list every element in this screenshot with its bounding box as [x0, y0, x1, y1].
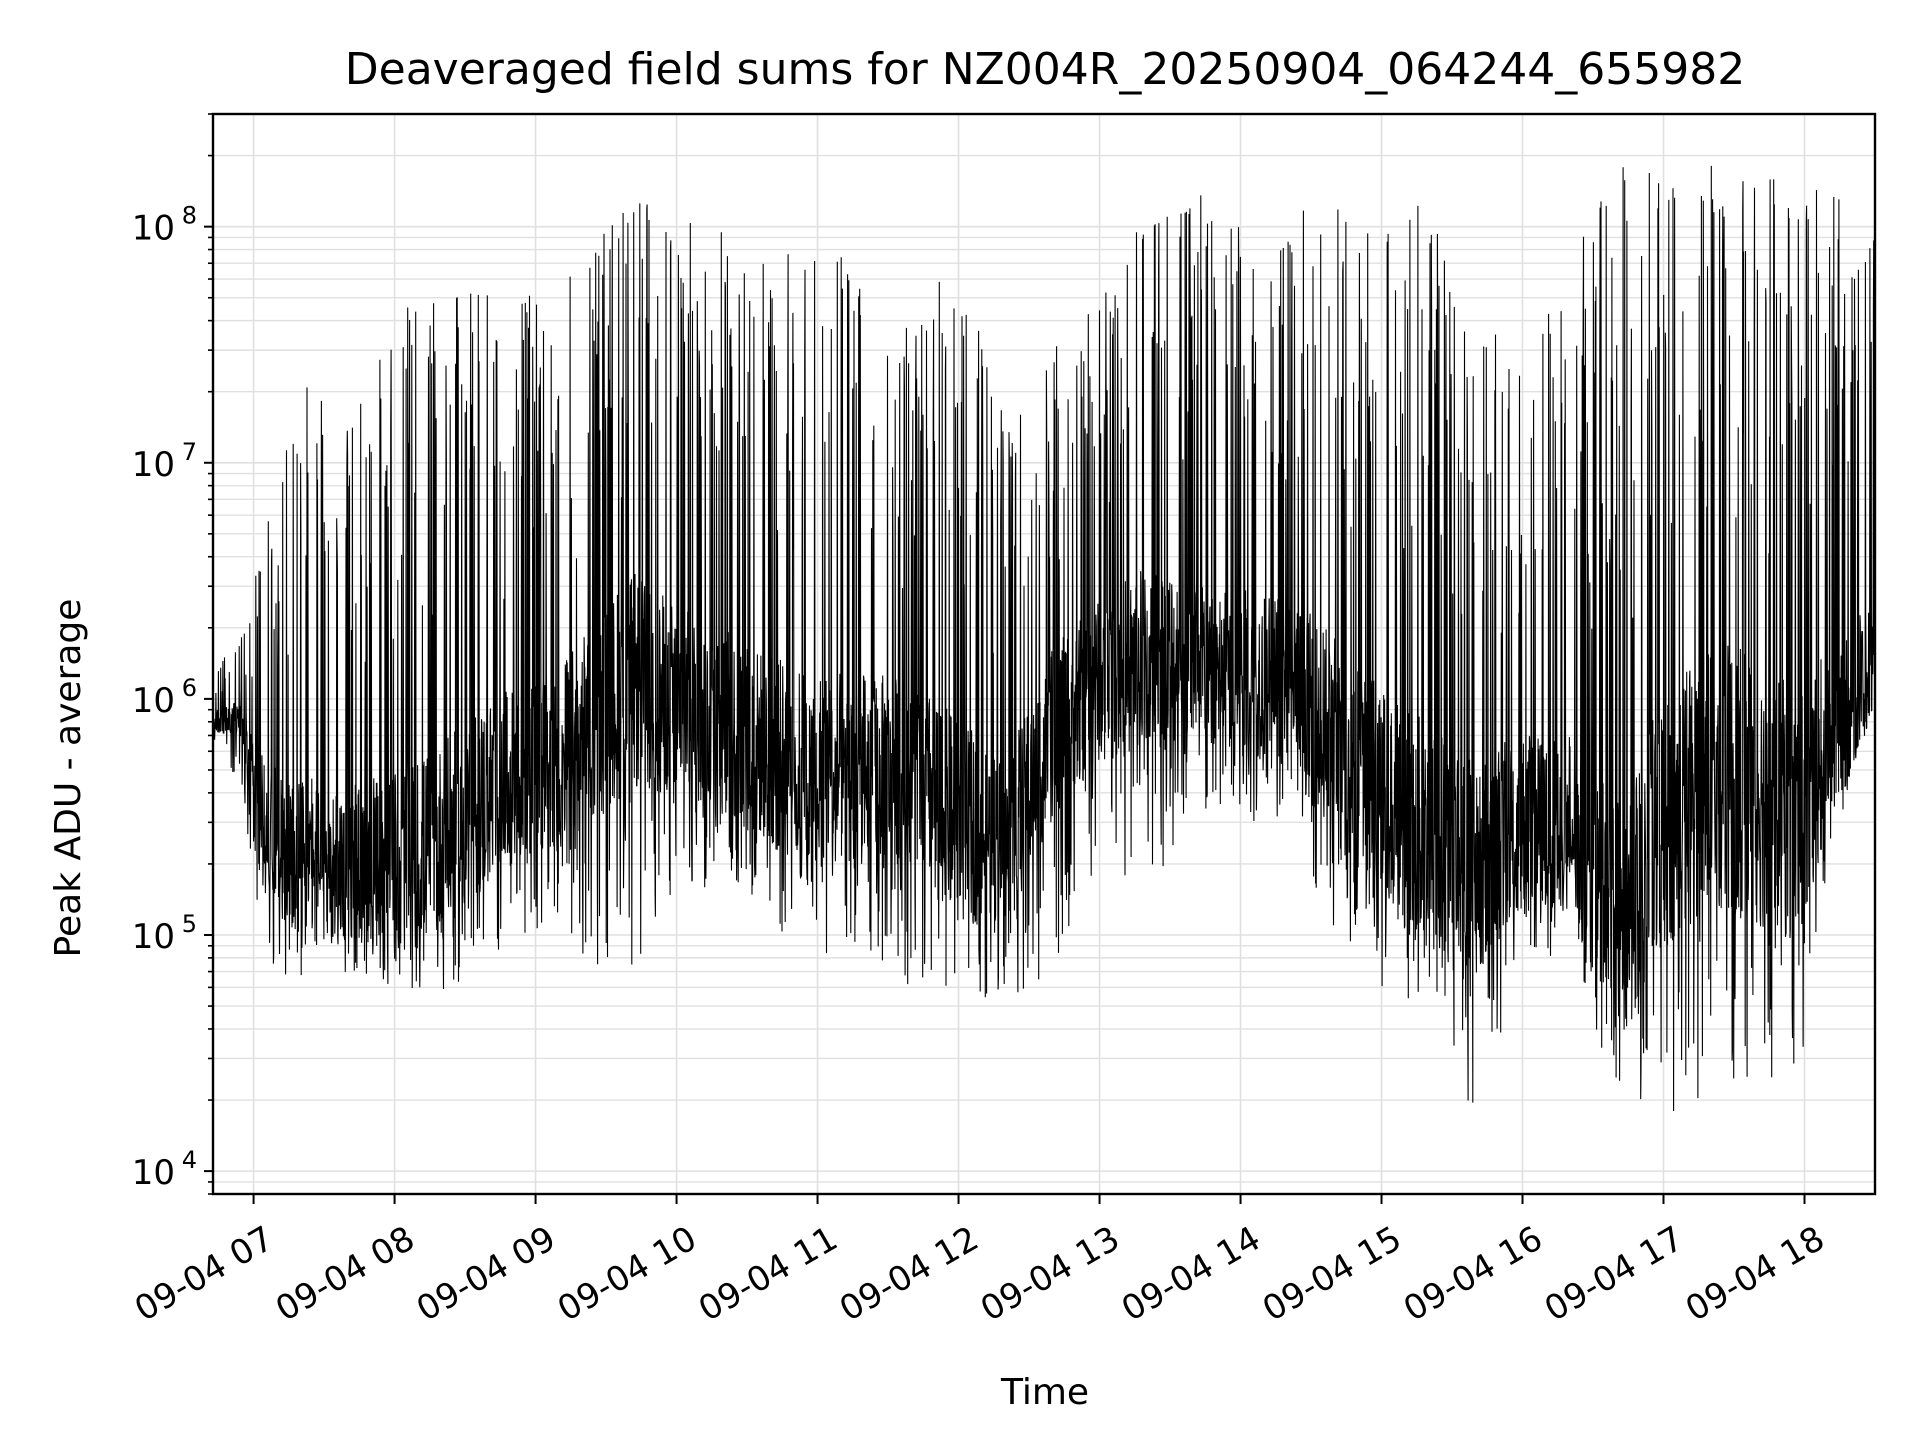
plot-frame	[211, 112, 1877, 1196]
y-tick-exponent: 4	[182, 1146, 197, 1174]
y-tick-exponent: 6	[182, 674, 197, 702]
y-tick-exponent: 5	[182, 910, 197, 938]
y-tick-exponent: 8	[182, 202, 197, 230]
series-line	[212, 165, 1876, 1112]
data-line	[212, 165, 1876, 1112]
y-tick-label: 10 5	[132, 910, 197, 957]
y-tick-exponent: 7	[182, 438, 197, 466]
y-axis-label: Peak ADU - average	[48, 599, 89, 958]
chart-title: Deaveraged field sums for NZ004R_2025090…	[345, 44, 1745, 95]
x-axis-label: Time	[1000, 1372, 1089, 1413]
